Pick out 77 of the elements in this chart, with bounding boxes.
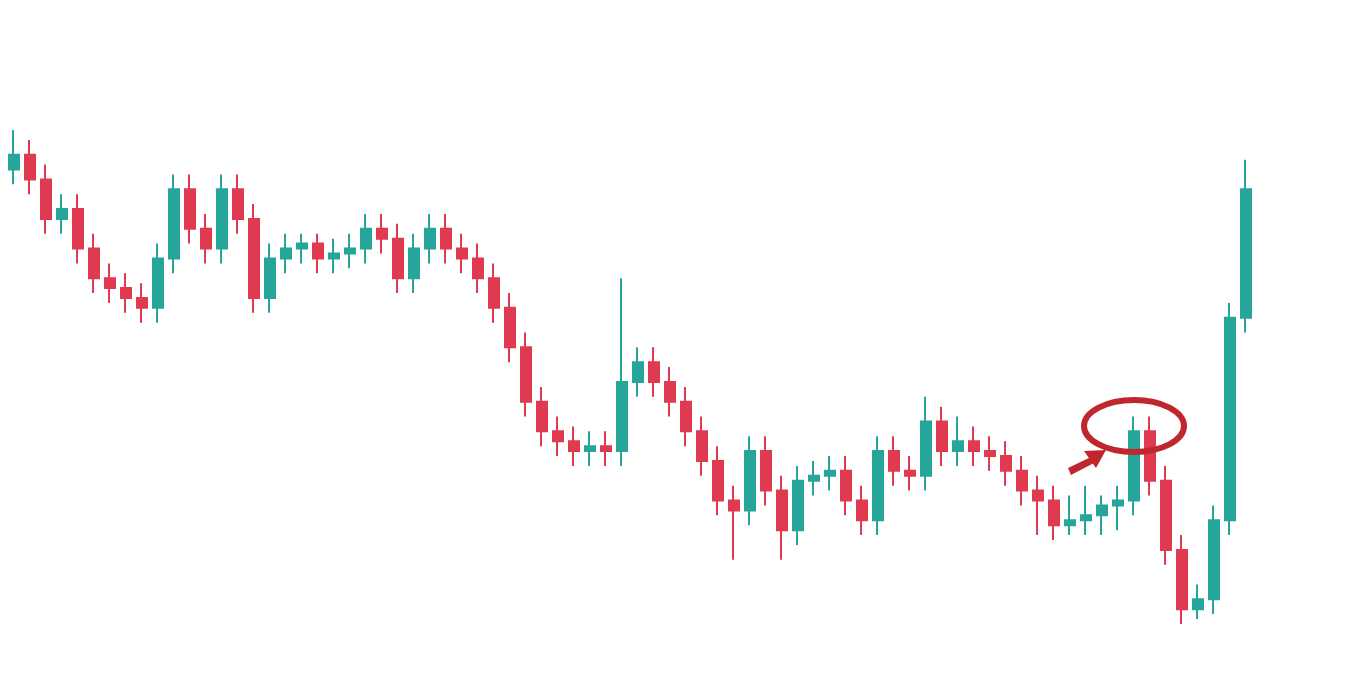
candlestick xyxy=(1176,534,1188,625)
candlestick xyxy=(328,237,340,275)
candlestick xyxy=(760,435,772,507)
candlestick xyxy=(824,455,836,492)
candlestick xyxy=(184,173,196,245)
candlestick xyxy=(1240,158,1252,334)
candlestick xyxy=(232,173,244,235)
candlestick xyxy=(440,212,452,265)
candlestick xyxy=(392,222,404,295)
candlestick xyxy=(520,331,532,418)
candlestick xyxy=(936,405,948,467)
candlestick xyxy=(888,435,900,487)
candlestick xyxy=(600,430,612,467)
candlestick xyxy=(408,232,420,295)
candlestick xyxy=(216,173,228,265)
candlestick xyxy=(840,455,852,517)
candlestick xyxy=(40,163,52,235)
candlestick xyxy=(648,346,660,398)
candlestick xyxy=(1032,474,1044,537)
candlestick xyxy=(24,138,36,196)
candlestick xyxy=(712,445,724,517)
candlestick xyxy=(664,366,676,418)
candlestick xyxy=(168,173,180,275)
candlestick xyxy=(488,262,500,324)
candlestick xyxy=(424,212,436,265)
candlestick xyxy=(680,385,692,448)
candlestick xyxy=(968,425,980,467)
candlestick xyxy=(344,232,356,270)
candlestick xyxy=(1080,484,1092,537)
candlestick xyxy=(808,459,820,497)
candlestick xyxy=(776,474,788,561)
candlestick xyxy=(792,464,804,546)
candlestick xyxy=(856,484,868,537)
candlestick xyxy=(1160,464,1172,566)
candlestick xyxy=(1192,583,1204,621)
candlestick xyxy=(1224,301,1236,537)
candlestick xyxy=(568,425,580,467)
candlestick xyxy=(920,395,932,492)
candlestick xyxy=(56,193,68,235)
candlestick xyxy=(360,212,372,265)
candlestick xyxy=(584,430,596,467)
candlestick xyxy=(472,242,484,295)
candlestick xyxy=(616,277,628,467)
candlestick xyxy=(296,232,308,265)
candlestick xyxy=(104,262,116,304)
candlestick xyxy=(1128,415,1140,517)
candlestick xyxy=(200,212,212,265)
candlestick xyxy=(552,415,564,458)
candlestick xyxy=(1016,455,1028,507)
candlestick xyxy=(744,435,756,527)
candlestick xyxy=(456,232,468,275)
candlestick xyxy=(1064,494,1076,537)
candlestick xyxy=(872,435,884,537)
candlestick xyxy=(376,212,388,255)
candlestick xyxy=(8,129,20,186)
candlestick xyxy=(1000,440,1012,487)
candlestick xyxy=(984,435,996,472)
candlestick xyxy=(1096,494,1108,537)
candlestick xyxy=(88,232,100,295)
candlestick xyxy=(152,242,164,324)
candlestick xyxy=(952,415,964,467)
candlestick xyxy=(1048,484,1060,542)
candlestick xyxy=(248,203,260,314)
candlestick xyxy=(696,415,708,477)
candlestick xyxy=(312,232,324,275)
candlestick xyxy=(504,292,516,364)
candlestick xyxy=(280,232,292,275)
candlestick xyxy=(1208,504,1220,616)
candlestick xyxy=(120,272,132,314)
candlestick xyxy=(72,193,84,265)
candlestick xyxy=(264,242,276,314)
candlestick xyxy=(1112,484,1124,532)
candlestick xyxy=(728,484,740,561)
candlestick xyxy=(536,385,548,448)
candlestick xyxy=(632,346,644,398)
candlestick xyxy=(904,455,916,492)
candlestick xyxy=(136,282,148,324)
